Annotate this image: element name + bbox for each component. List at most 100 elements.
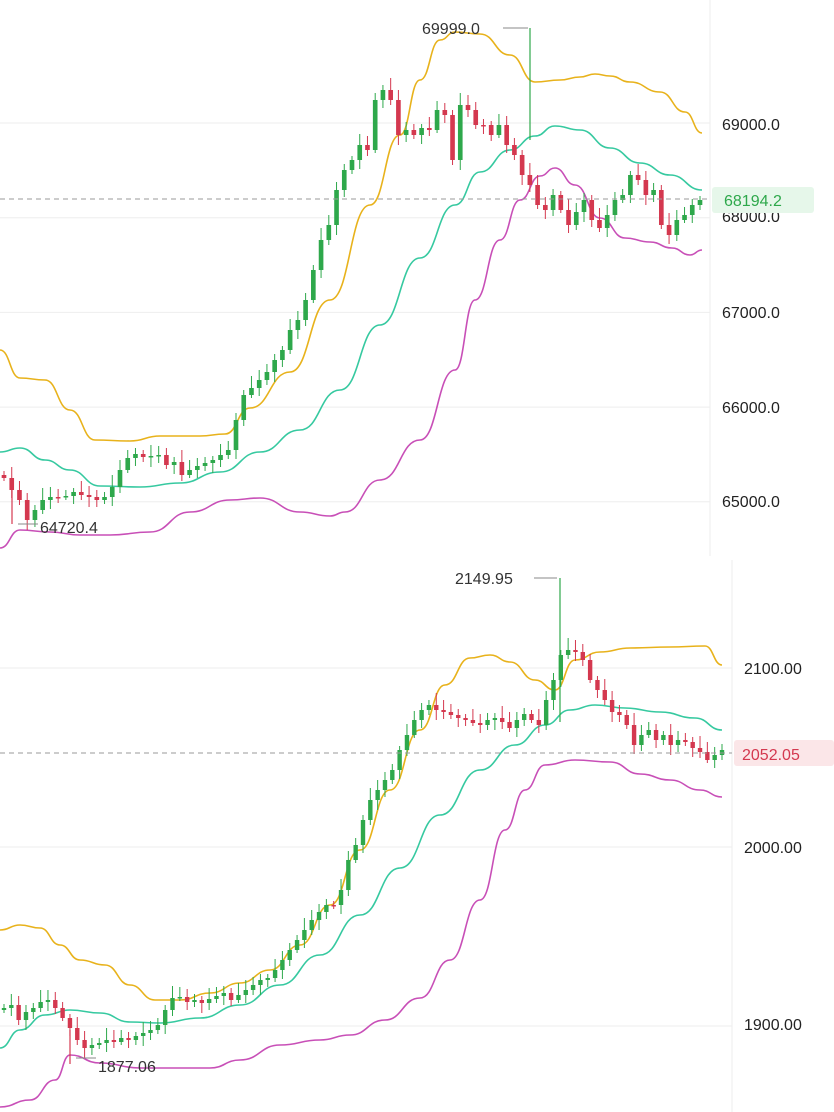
candle-body xyxy=(404,735,410,750)
candle-body xyxy=(218,455,223,460)
candle-body xyxy=(233,420,239,450)
candle-body xyxy=(17,490,22,500)
candle-body xyxy=(595,680,600,690)
candle-body xyxy=(133,454,138,458)
candle-body xyxy=(287,330,293,350)
candle-body xyxy=(346,860,351,890)
candle-body xyxy=(512,145,517,155)
candle-body xyxy=(382,780,388,790)
candle-body xyxy=(620,195,625,200)
candle-body xyxy=(148,456,154,458)
candle-body xyxy=(141,1033,146,1036)
chart-1-gridlines xyxy=(0,122,710,503)
candle-body xyxy=(666,225,672,235)
y-tick-label: 68000.0 xyxy=(722,209,780,226)
candle-body xyxy=(199,1000,205,1003)
candle-body xyxy=(349,160,355,170)
candle-body xyxy=(485,720,490,725)
candle-body xyxy=(365,145,370,150)
candle-body xyxy=(148,1030,153,1033)
candle-body xyxy=(427,128,432,130)
candle-body xyxy=(682,215,687,220)
candle-body xyxy=(558,195,564,210)
candle-body xyxy=(481,125,486,127)
chart-2-candles xyxy=(1,578,725,1064)
candle-body xyxy=(527,175,533,185)
upper-band-line xyxy=(0,645,723,1001)
candle-body xyxy=(287,950,292,960)
candle-body xyxy=(256,380,262,388)
candle-body xyxy=(631,725,637,745)
candle-body xyxy=(473,110,479,125)
candle-body xyxy=(456,715,461,718)
candle-body xyxy=(683,740,688,742)
candle-body xyxy=(504,125,509,145)
candle-body xyxy=(280,350,285,360)
candle-body xyxy=(624,715,629,725)
candle-body xyxy=(272,970,278,978)
candle-body xyxy=(119,1038,124,1042)
candle-body xyxy=(357,145,363,160)
candle-body xyxy=(38,1002,43,1008)
candle-body xyxy=(117,470,123,487)
candle-body xyxy=(184,997,190,1002)
chart-1-high-label: 69999.0 xyxy=(422,21,480,38)
candle-body xyxy=(79,492,84,495)
candle-body xyxy=(550,195,556,210)
candle-body xyxy=(690,742,695,748)
chart-2-bollinger-bands xyxy=(0,645,723,1108)
chart-1-background xyxy=(0,0,710,556)
candle-body xyxy=(697,748,703,752)
candle-body xyxy=(155,1025,161,1030)
candle-body xyxy=(221,993,226,996)
candle-body xyxy=(602,690,607,700)
candle-body xyxy=(318,240,324,270)
chart-1-current-price-tag xyxy=(712,187,814,213)
candle-body xyxy=(705,752,710,760)
candle-body xyxy=(500,718,505,722)
candle-body xyxy=(31,1008,36,1012)
candle-body xyxy=(334,190,339,225)
candle-body xyxy=(566,210,571,225)
candle-body xyxy=(375,790,380,800)
candle-body xyxy=(89,1045,95,1048)
candle-body xyxy=(573,650,578,652)
candle-body xyxy=(674,220,680,235)
middle-band-line xyxy=(0,125,703,488)
candle-body xyxy=(225,450,231,455)
candle-body xyxy=(514,720,520,728)
candle-body xyxy=(187,470,192,475)
candle-body xyxy=(659,190,664,225)
candle-body xyxy=(264,372,270,380)
candle-body xyxy=(94,497,100,500)
candle-body xyxy=(360,820,366,845)
chart-1-current-price-label: 68194.2 xyxy=(724,193,782,210)
candle-body xyxy=(177,997,183,999)
candle-body xyxy=(210,460,216,463)
candle-body xyxy=(617,712,622,715)
candle-body xyxy=(303,300,308,320)
candle-body xyxy=(86,495,92,497)
chart-1-y-axis: 69000.0 68000.0 67000.0 66000.0 65000.0 xyxy=(722,117,780,511)
candle-body xyxy=(372,100,378,150)
chart-2-high-label: 2149.95 xyxy=(455,571,513,588)
candle-body xyxy=(697,200,703,205)
y-tick-label: 2000.00 xyxy=(744,840,802,857)
candle-body xyxy=(529,714,534,720)
candle-body xyxy=(551,680,556,700)
candle-body xyxy=(302,930,307,940)
candle-body xyxy=(457,105,463,160)
candle-body xyxy=(71,492,76,496)
candle-body xyxy=(628,175,633,195)
candle-body xyxy=(604,215,610,228)
candle-body xyxy=(434,705,439,710)
candle-body xyxy=(316,912,322,920)
candle-body xyxy=(653,730,659,740)
candle-body xyxy=(109,487,115,497)
candle-body xyxy=(309,920,314,930)
candle-body xyxy=(55,497,61,499)
candle-body xyxy=(465,105,471,110)
candle-body xyxy=(558,655,564,680)
candle-body xyxy=(609,700,615,712)
lower-band-line xyxy=(0,759,723,1108)
